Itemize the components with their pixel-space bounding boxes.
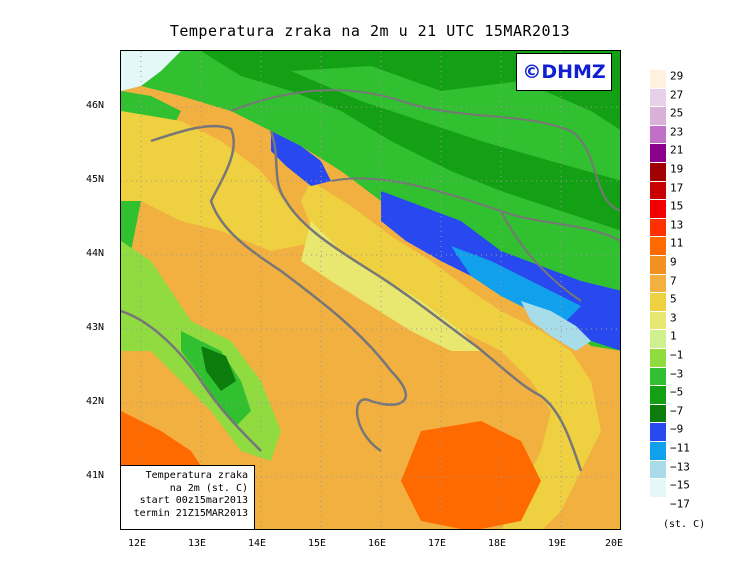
temperature-map xyxy=(120,50,621,530)
legend-label: −13 xyxy=(670,460,690,474)
info-line-units: na 2m (st. C) xyxy=(169,482,248,494)
legend-label: −11 xyxy=(670,441,690,455)
legend-swatch xyxy=(650,163,666,181)
legend-swatch xyxy=(650,293,666,311)
copyright-label: ©DHMZ xyxy=(516,53,612,91)
lon-tick-18: 18E xyxy=(487,538,507,549)
lon-tick-14: 14E xyxy=(247,538,267,549)
info-line-termin: termin 21Z15MAR2013 xyxy=(133,507,248,519)
legend-swatch xyxy=(650,386,666,404)
legend-label: 9 xyxy=(670,255,677,269)
map-title: Temperatura zraka na 2m u 21 UTC 15MAR20… xyxy=(169,22,571,40)
lat-tick-46: 46N xyxy=(86,100,105,111)
legend-label: 5 xyxy=(670,292,677,306)
lat-tick-43: 43N xyxy=(86,322,105,333)
legend-swatch xyxy=(650,107,666,125)
legend-swatch xyxy=(650,144,666,162)
legend-unit: (st. C) xyxy=(663,519,706,530)
legend-label: −9 xyxy=(670,422,684,436)
lon-tick-12: 12E xyxy=(127,538,147,549)
legend-swatch xyxy=(650,349,666,367)
legend-swatch xyxy=(650,404,666,423)
info-line-title: Temperatura zraka xyxy=(145,470,248,481)
lon-tick-20: 20E xyxy=(604,538,624,549)
legend-swatch xyxy=(650,200,666,218)
legend-label: 7 xyxy=(670,274,677,288)
legend-swatch xyxy=(650,311,666,330)
legend-label: 21 xyxy=(670,143,684,157)
legend-swatch xyxy=(650,460,666,479)
legend-swatch xyxy=(650,442,666,460)
legend-label: 11 xyxy=(670,236,684,250)
legend-swatch xyxy=(650,88,666,107)
legend-swatch xyxy=(650,181,666,200)
legend-label: 15 xyxy=(670,199,684,213)
legend-label: −7 xyxy=(670,404,684,418)
info-box: Temperatura zraka na 2m (st. C) start 00… xyxy=(121,465,255,529)
legend-label: 1 xyxy=(670,329,677,343)
legend-label: −5 xyxy=(670,385,684,399)
legend-swatch xyxy=(650,274,666,293)
legend-label: −3 xyxy=(670,367,684,381)
lat-tick-41: 41N xyxy=(86,470,105,481)
legend-swatch xyxy=(650,125,666,144)
lon-tick-15: 15E xyxy=(307,538,327,549)
lat-tick-42: 42N xyxy=(86,396,105,407)
legend-label: 27 xyxy=(670,88,684,102)
legend-swatch xyxy=(650,218,666,237)
legend-swatch xyxy=(650,237,666,255)
legend-swatch xyxy=(650,70,666,88)
lon-tick-16: 16E xyxy=(367,538,387,549)
lat-tick-45: 45N xyxy=(86,174,105,185)
legend-label: −1 xyxy=(670,348,684,362)
legend-label: −17 xyxy=(670,497,690,511)
lat-tick-44: 44N xyxy=(86,248,105,259)
legend-label: 23 xyxy=(670,125,684,139)
legend-label: −15 xyxy=(670,478,690,492)
info-line-start: start 00z15mar2013 xyxy=(139,495,248,506)
legend-label: 13 xyxy=(670,218,684,232)
legend-swatch xyxy=(650,256,666,274)
legend-swatch xyxy=(650,479,666,497)
lon-tick-19: 19E xyxy=(547,538,567,549)
legend-label: 17 xyxy=(670,181,684,195)
legend-label: 25 xyxy=(670,106,684,120)
legend-label: 19 xyxy=(670,162,684,176)
legend-swatch xyxy=(650,423,666,441)
lon-tick-17: 17E xyxy=(427,538,447,549)
lon-tick-13: 13E xyxy=(187,538,207,549)
legend-label: 29 xyxy=(670,69,684,83)
legend-swatch xyxy=(650,330,666,348)
legend-swatch xyxy=(650,367,666,386)
legend-label: 3 xyxy=(670,311,677,325)
